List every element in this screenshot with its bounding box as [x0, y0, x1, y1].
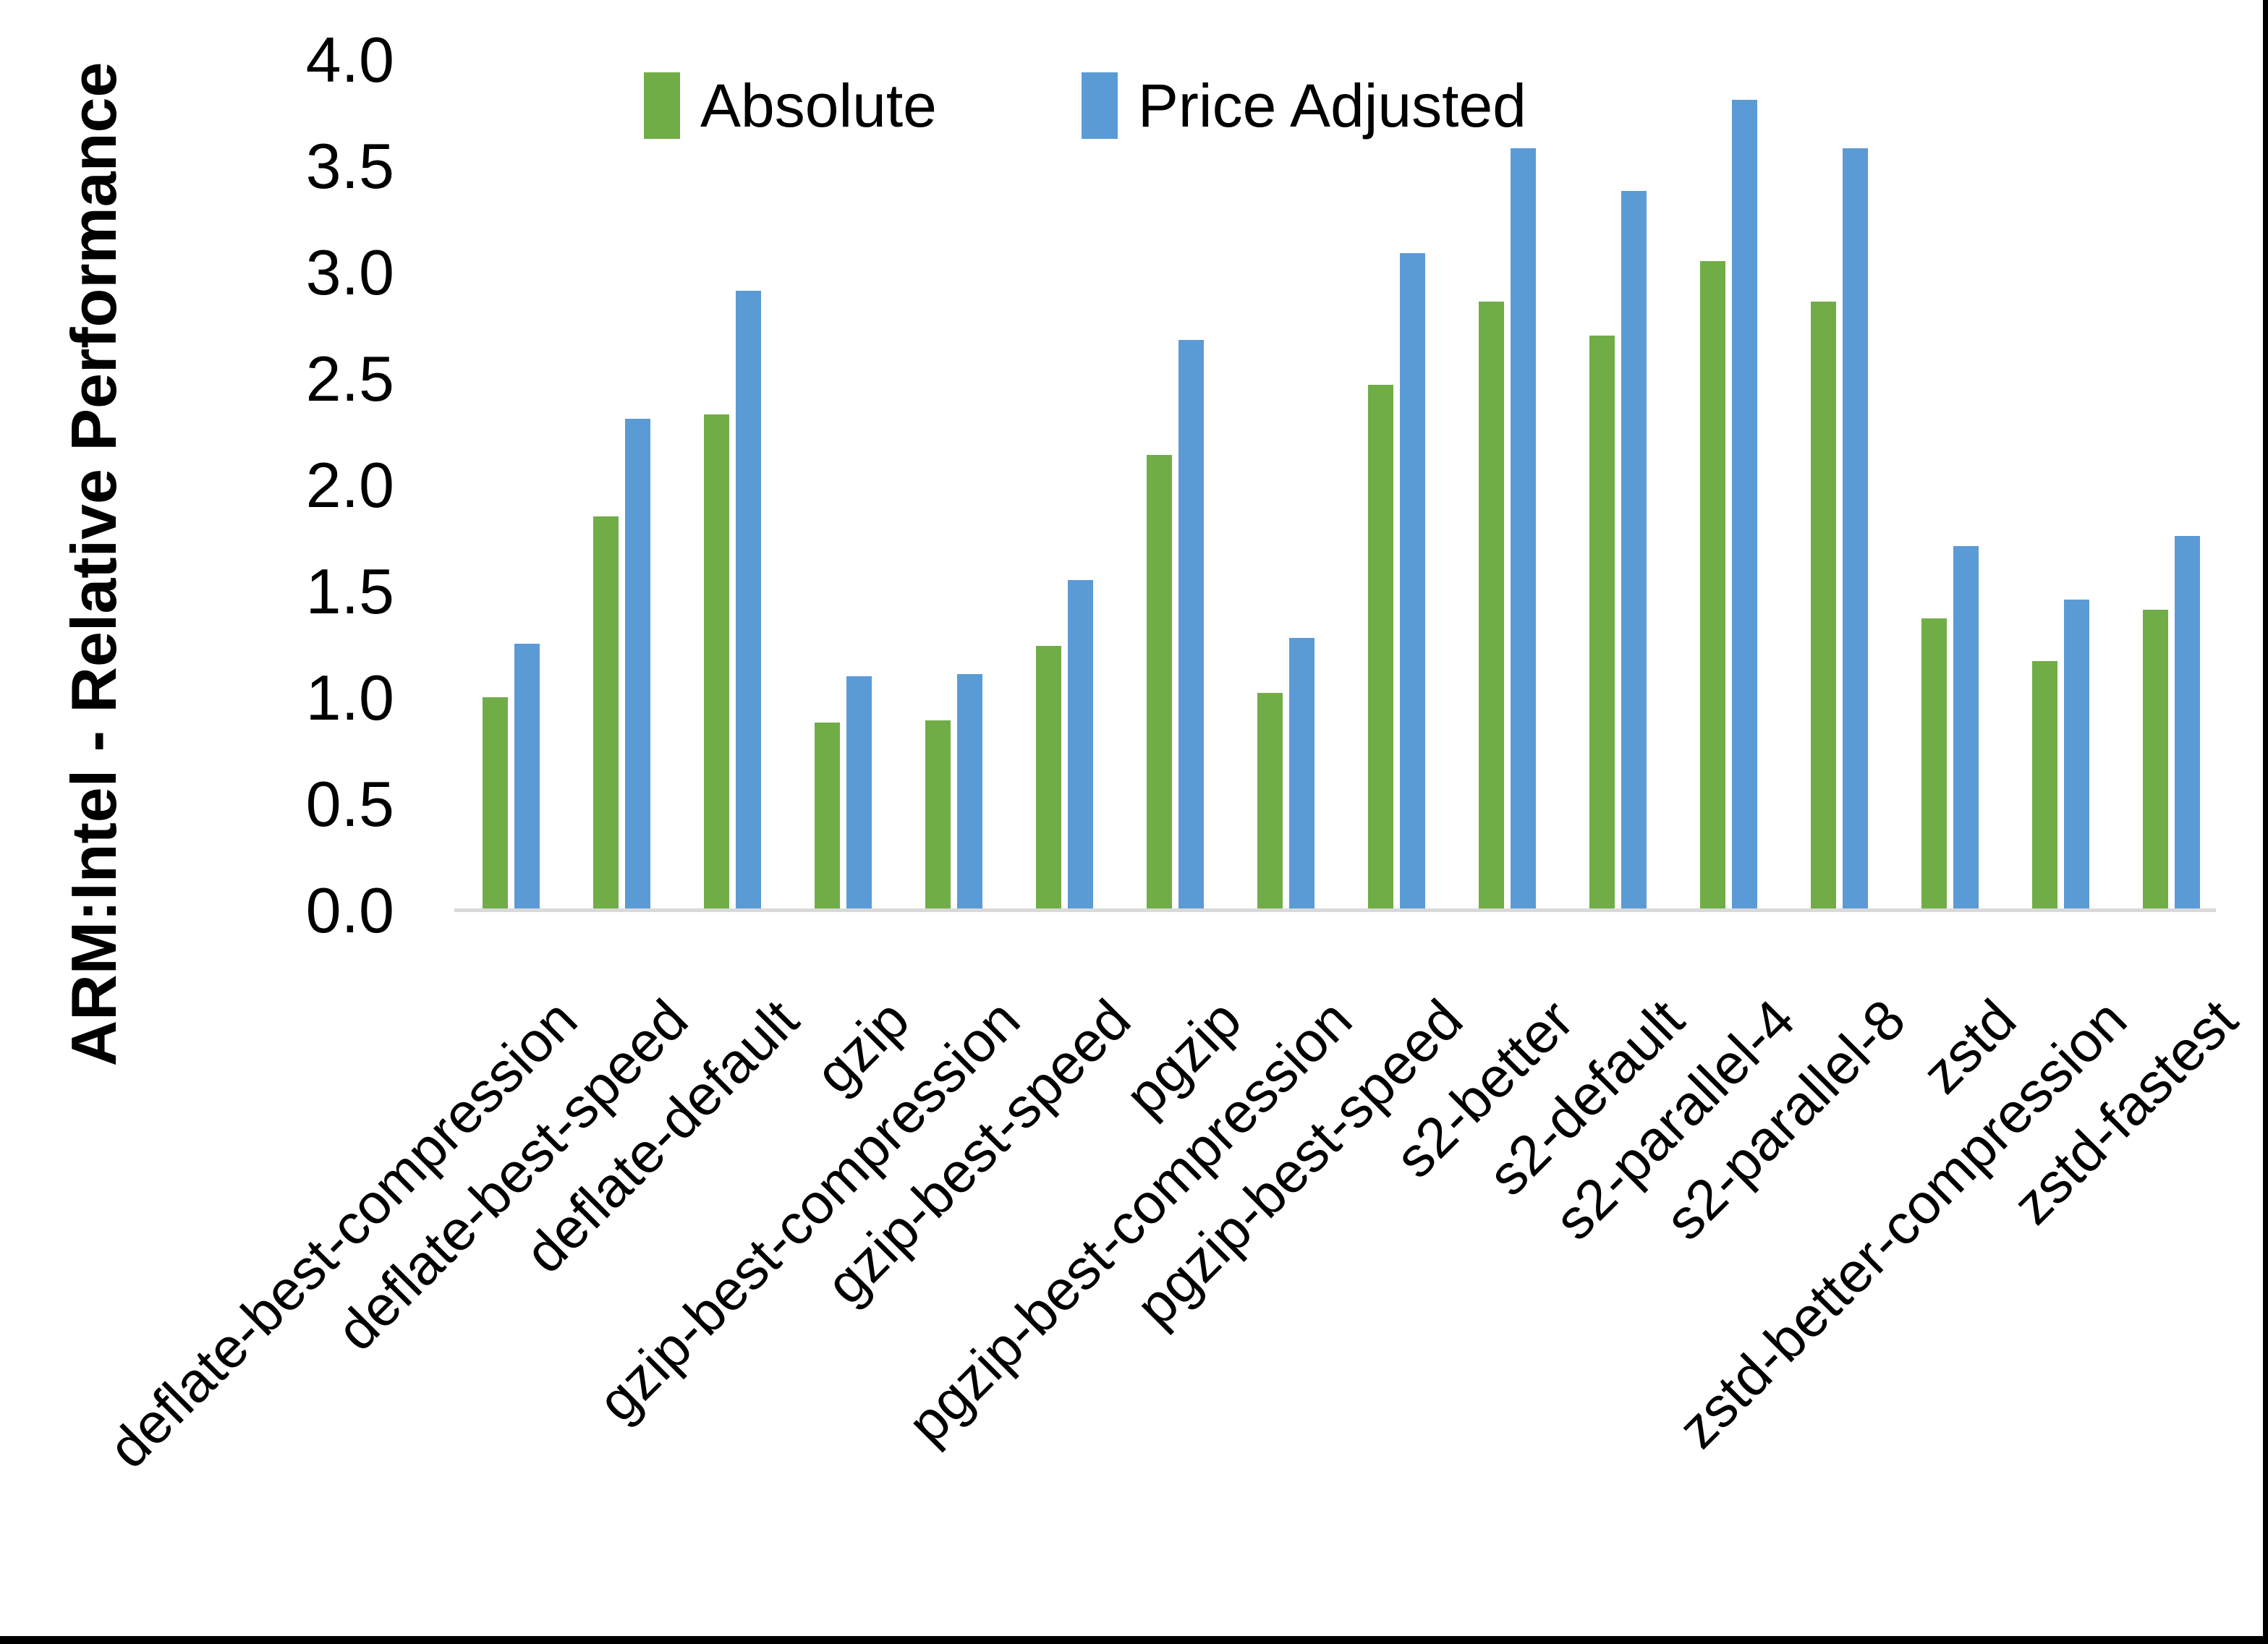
bar-price-adjusted-s2-parallel-4: [1732, 100, 1757, 910]
legend-swatch-price-adjusted-icon: [1081, 72, 1118, 139]
y-tick-label: 2.0: [305, 449, 394, 521]
bar-absolute-gzip-best-speed: [1036, 646, 1061, 910]
bar-absolute-deflate-best-speed: [593, 516, 619, 910]
bar-price-adjusted-zstd-better-compression: [2064, 600, 2089, 910]
y-tick-label: 4.0: [305, 24, 394, 95]
screenshot-bottom-edge: [0, 1636, 2268, 1644]
legend-label-absolute: Absolute: [700, 72, 937, 140]
x-axis-line: [454, 908, 2216, 912]
bar-absolute-zstd-better-compression: [2032, 661, 2057, 910]
bar-price-adjusted-deflate-best-speed: [625, 419, 650, 910]
legend-label-price-adjusted: Price Adjusted: [1137, 72, 1526, 140]
legend-item-price-adjusted: Price Adjusted: [1081, 72, 1526, 140]
legend-swatch-absolute-icon: [644, 72, 680, 139]
bar-absolute-s2-parallel-8: [1811, 302, 1836, 910]
y-tick-label: 3.5: [305, 130, 394, 202]
bar-price-adjusted-gzip-best-speed: [1068, 580, 1093, 910]
bar-price-adjusted-zstd-fastest: [2175, 536, 2200, 910]
bar-absolute-s2-better: [1479, 302, 1504, 910]
y-tick-label: 0.0: [305, 874, 394, 946]
y-tick-label: 1.5: [305, 555, 394, 627]
bar-absolute-pgzip: [1147, 455, 1172, 910]
y-tick-label: 3.0: [305, 237, 394, 308]
bar-price-adjusted-pgzip: [1178, 340, 1204, 910]
legend-item-absolute: Absolute: [644, 72, 937, 139]
bar-absolute-deflate-best-compression: [483, 697, 508, 910]
bar-price-adjusted-s2-default: [1621, 191, 1647, 910]
bar-absolute-gzip-best-compression: [925, 720, 951, 910]
bar-price-adjusted-s2-parallel-8: [1843, 148, 1868, 910]
bar-absolute-gzip: [815, 723, 840, 910]
bar-absolute-s2-default: [1589, 336, 1615, 910]
bar-price-adjusted-pgzip-best-speed: [1400, 253, 1425, 910]
bar-price-adjusted-s2-better: [1511, 148, 1536, 910]
bar-price-adjusted-gzip: [846, 676, 872, 910]
bar-absolute-zstd-fastest: [2143, 610, 2168, 910]
bar-price-adjusted-deflate-default: [736, 291, 761, 910]
bar-price-adjusted-gzip-best-compression: [957, 674, 982, 910]
y-tick-label: 0.5: [305, 768, 394, 840]
bar-price-adjusted-zstd: [1953, 546, 1979, 910]
y-tick-label: 1.0: [305, 662, 394, 733]
bar-price-adjusted-pgzip-best-compression: [1289, 638, 1314, 910]
legend: Absolute Price Adjusted: [644, 72, 1526, 139]
bar-price-adjusted-deflate-best-compression: [514, 644, 540, 910]
bar-absolute-s2-parallel-4: [1700, 261, 1725, 910]
bar-absolute-deflate-default: [704, 414, 729, 910]
bar-absolute-pgzip-best-speed: [1368, 385, 1393, 910]
bar-absolute-pgzip-best-compression: [1257, 693, 1283, 910]
bar-absolute-zstd: [1921, 618, 1947, 910]
screenshot-right-edge: [2263, 0, 2268, 1644]
y-tick-label: 2.5: [305, 343, 394, 414]
